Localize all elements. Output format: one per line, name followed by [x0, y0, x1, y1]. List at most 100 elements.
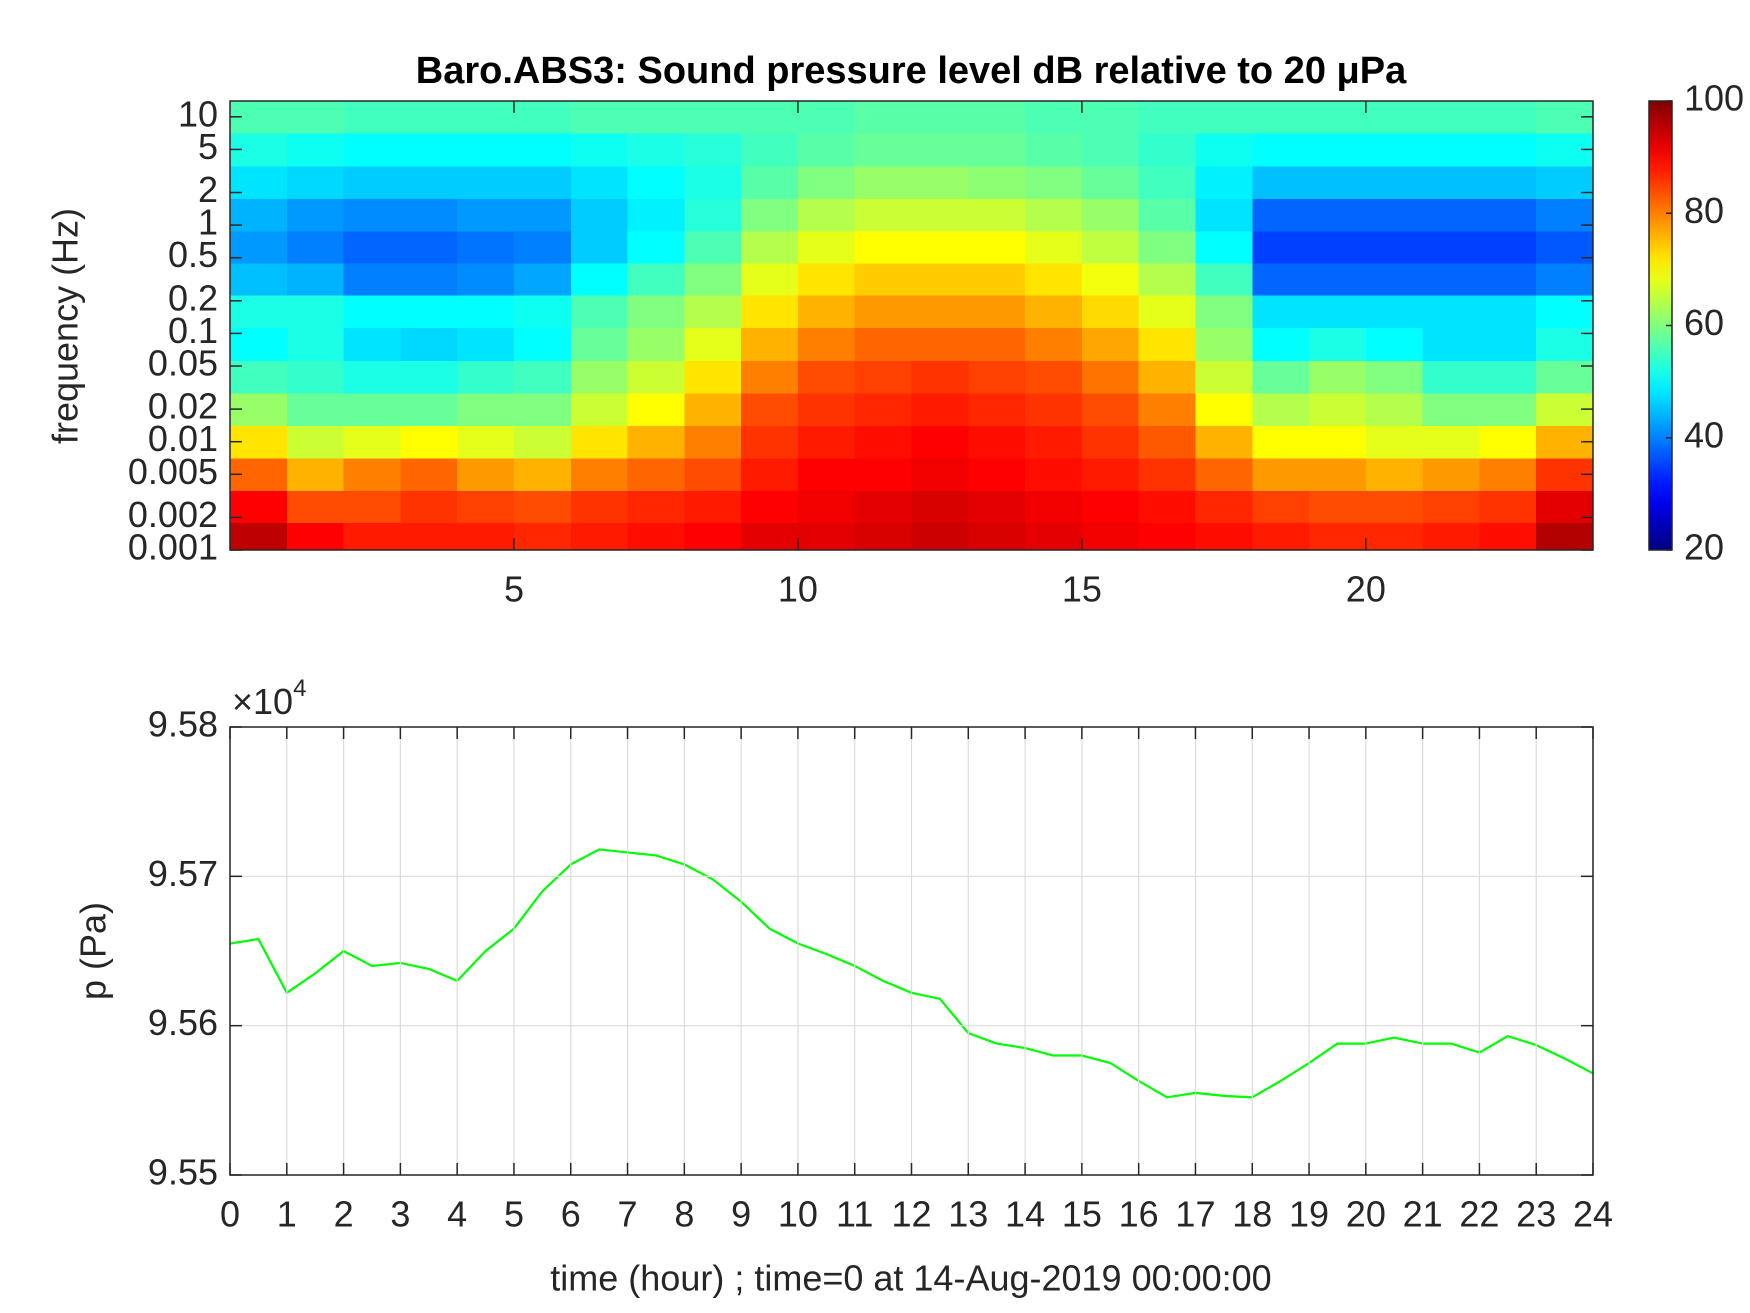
- heatmap-cell: [1138, 392, 1197, 427]
- heatmap-cell: [570, 165, 629, 199]
- heatmap-cell: [797, 360, 856, 394]
- heatmap-cell: [286, 490, 345, 523]
- heatmap-cell: [911, 425, 969, 459]
- heatmap-cell: [1252, 165, 1310, 199]
- heatmap-cell: [343, 198, 401, 232]
- heatmap-cell: [1365, 392, 1424, 427]
- heatmap-cell: [1479, 230, 1537, 264]
- heatmap-cell: [1025, 230, 1083, 264]
- heatmap-cell: [1479, 490, 1537, 523]
- heatmap-cell: [230, 295, 288, 329]
- heatmap-cell: [854, 133, 913, 167]
- heatmap-cell: [1025, 101, 1083, 134]
- heatmap-cell: [741, 360, 799, 394]
- heatmap-cell: [343, 327, 401, 361]
- heatmap-cell: [1422, 230, 1481, 264]
- heatmap-cell: [570, 360, 629, 394]
- heatmap-cell: [400, 392, 458, 427]
- heatmap-cell: [797, 425, 856, 459]
- x-tick-label: 0: [220, 1194, 240, 1235]
- x-tick-label: 19: [1289, 1194, 1329, 1235]
- heatmap-cell: [457, 490, 515, 523]
- heatmap-cell: [854, 425, 913, 459]
- heatmap-cell: [1025, 327, 1083, 361]
- heatmap-cell: [797, 133, 856, 167]
- heatmap-cell: [1195, 360, 1253, 394]
- heatmap-cell: [797, 295, 856, 329]
- heatmap-cell: [1365, 327, 1424, 361]
- heatmap-cell: [627, 360, 685, 394]
- heatmap-cell: [343, 392, 401, 427]
- heatmap-cell: [230, 360, 288, 394]
- heatmap-cell: [1252, 101, 1310, 134]
- heatmap-cell: [741, 230, 799, 264]
- heatmap-cell: [1195, 425, 1253, 459]
- heatmap-cell: [343, 360, 401, 394]
- x-tick-label: 1: [277, 1194, 297, 1235]
- heatmap-cell: [286, 360, 345, 394]
- heatmap-cell: [1365, 230, 1424, 264]
- x-tick-label: 5: [504, 569, 524, 610]
- heatmap-cell: [1309, 458, 1367, 492]
- heatmap-cell: [570, 458, 629, 492]
- heatmap-cell: [286, 458, 345, 492]
- heatmap-cell: [1252, 392, 1310, 427]
- heatmap-cell: [854, 327, 913, 361]
- heatmap-cell: [1365, 165, 1424, 199]
- heatmap-cell: [1081, 425, 1140, 459]
- heatmap-cell: [1536, 295, 1594, 329]
- heatmap-cell: [457, 392, 515, 427]
- heatmap-cell: [684, 425, 742, 459]
- heatmap-cell: [1081, 360, 1140, 394]
- heatmap-cell: [457, 522, 515, 551]
- heatmap-cell: [1479, 101, 1537, 134]
- heatmap-cell: [968, 133, 1026, 167]
- heatmap-cell: [570, 133, 629, 167]
- back-layer: [229, 101, 1594, 1176]
- heatmap-cell: [797, 101, 856, 134]
- heatmap-cell: [400, 490, 458, 523]
- heatmap-cell: [684, 230, 742, 264]
- heatmap-cell: [286, 101, 345, 134]
- heatmap-cell: [797, 262, 856, 296]
- heatmap-cell: [1252, 133, 1310, 167]
- heatmap-cell: [797, 490, 856, 523]
- heatmap-cell: [1138, 198, 1197, 232]
- heatmap-cell: [684, 198, 742, 232]
- heatmap-cell: [343, 165, 401, 199]
- colorbar-tick-label: 100: [1684, 78, 1744, 119]
- heatmap-cell: [1252, 262, 1310, 296]
- heatmap-cell: [797, 522, 856, 551]
- heatmap-cell: [400, 165, 458, 199]
- heatmap-cell: [1195, 295, 1253, 329]
- heatmap-cell: [343, 522, 401, 551]
- heatmap-cell: [1365, 262, 1424, 296]
- heatmap-cell: [1195, 327, 1253, 361]
- heatmap-cell: [513, 101, 572, 134]
- heatmap-cell: [400, 133, 458, 167]
- heatmap-cell: [570, 490, 629, 523]
- heatmap-cell: [1309, 295, 1367, 329]
- heatmap-cell: [1252, 198, 1310, 232]
- heatmap-cell: [854, 295, 913, 329]
- heatmap-cell: [1081, 133, 1140, 167]
- heatmap-cell: [286, 262, 345, 296]
- heatmap-cell: [911, 165, 969, 199]
- heatmap-cell: [343, 295, 401, 329]
- heatmap-cell: [1309, 198, 1367, 232]
- heatmap-cell: [457, 133, 515, 167]
- heatmap-cell: [1195, 165, 1253, 199]
- heatmap-cell: [457, 165, 515, 199]
- heatmap-cell: [457, 458, 515, 492]
- heatmap-cell: [400, 425, 458, 459]
- heatmap-cell: [1479, 458, 1537, 492]
- heatmap-cell: [513, 262, 572, 296]
- heatmap-cell: [1422, 490, 1481, 523]
- heatmap-cell: [854, 198, 913, 232]
- y-tick-label: 9.58: [148, 704, 218, 745]
- x-tick-label: 11: [836, 1194, 873, 1235]
- heatmap-cell: [1536, 262, 1594, 296]
- heatmap-cell: [1309, 327, 1367, 361]
- heatmap-cell: [1479, 522, 1537, 551]
- heatmap-cell: [570, 392, 629, 427]
